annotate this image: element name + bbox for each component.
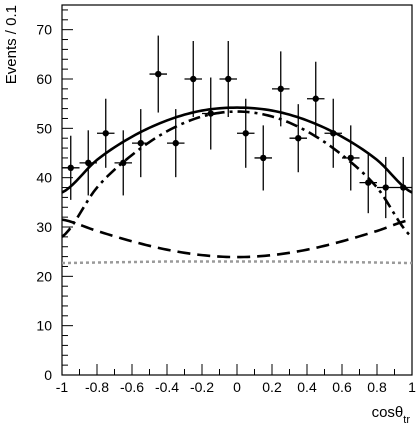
point-marker xyxy=(207,110,214,117)
data-point xyxy=(377,156,395,219)
y-axis-label: Events / 0.1 xyxy=(3,5,20,84)
data-point xyxy=(79,130,97,196)
data-point xyxy=(394,156,412,219)
point-marker xyxy=(295,135,302,142)
point-marker xyxy=(330,130,337,137)
point-marker xyxy=(400,184,407,191)
point-marker xyxy=(242,130,249,137)
data-point xyxy=(219,41,237,117)
data-point xyxy=(254,125,272,191)
data-point xyxy=(97,98,115,168)
data-point xyxy=(149,35,167,113)
data-point xyxy=(132,109,150,178)
y-tick-label: 40 xyxy=(36,170,52,186)
y-tick-label: 70 xyxy=(36,22,52,38)
point-marker xyxy=(260,154,267,162)
point-marker xyxy=(102,130,109,137)
x-tick-label: 0.6 xyxy=(332,379,352,395)
x-tick-label: -1 xyxy=(56,379,69,395)
data-point xyxy=(237,98,255,168)
data-point xyxy=(167,109,185,178)
point-marker xyxy=(347,154,354,162)
data-points xyxy=(62,35,412,219)
curve-dashed xyxy=(61,218,413,259)
x-tick-label: -0.8 xyxy=(85,379,109,395)
point-marker xyxy=(382,184,389,191)
curve-solid xyxy=(61,106,413,194)
point-marker xyxy=(365,179,372,186)
x-tick-label: -0.4 xyxy=(155,379,179,395)
x-tick-label: 0.8 xyxy=(367,379,387,395)
x-tick-label: 0.4 xyxy=(297,379,317,395)
y-tick-label: 20 xyxy=(36,268,52,284)
x-axis-label-sub: tr xyxy=(403,414,410,426)
point-marker xyxy=(277,85,284,93)
x-axis-label: cosθtr xyxy=(372,404,411,426)
x-tick-label: -0.2 xyxy=(190,379,214,395)
x-tick-label: 1 xyxy=(408,379,416,395)
point-marker xyxy=(172,139,179,147)
data-point xyxy=(114,130,132,196)
point-marker xyxy=(155,70,162,78)
x-tick-label: 0.2 xyxy=(262,379,282,395)
data-point xyxy=(342,125,360,191)
point-marker xyxy=(190,75,197,83)
y-axis-ticks: 0 10 20 30 40 50 60 70 xyxy=(36,9,73,383)
curve-dashdot xyxy=(61,110,413,238)
x-tick-label: 0 xyxy=(233,379,241,395)
x-axis-label-main: cosθ xyxy=(372,404,404,421)
point-marker xyxy=(120,159,127,167)
x-axis-ticks: -1 -0.8 -0.6 -0.4 -0.2 0 0.2 0.4 0.6 0.8 1 xyxy=(56,364,416,395)
data-point xyxy=(324,98,342,168)
data-point xyxy=(307,61,325,136)
point-marker xyxy=(67,164,74,171)
y-tick-label: 10 xyxy=(36,318,52,334)
curve-dotted xyxy=(61,260,413,265)
y-tick-label: 30 xyxy=(36,219,52,235)
x-tick-label: -0.6 xyxy=(120,379,144,395)
point-marker xyxy=(137,139,144,147)
y-tick-label: 0 xyxy=(44,367,52,383)
data-point xyxy=(289,104,307,173)
point-marker xyxy=(85,159,92,167)
data-point xyxy=(184,41,202,117)
y-tick-label: 60 xyxy=(36,71,52,87)
fit-curves xyxy=(61,106,413,265)
y-tick-label: 50 xyxy=(36,120,52,136)
data-point xyxy=(202,77,220,150)
point-marker xyxy=(225,75,232,83)
data-point xyxy=(62,135,80,200)
data-point xyxy=(272,51,290,127)
data-point xyxy=(359,152,377,214)
point-marker xyxy=(312,95,319,102)
plot-frame xyxy=(61,4,413,376)
